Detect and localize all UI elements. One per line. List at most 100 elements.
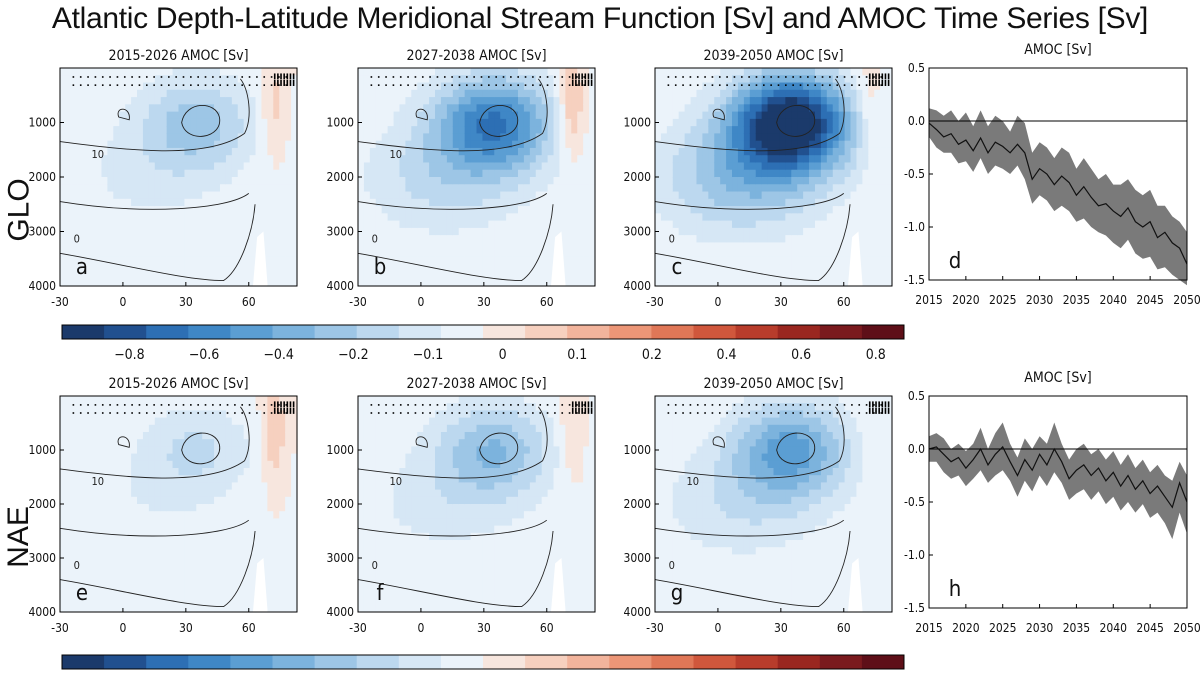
field-cell: [125, 446, 132, 455]
field-cell: [708, 213, 715, 222]
field-cell: [755, 89, 763, 98]
field-cell: [291, 220, 298, 229]
field-cell: [190, 590, 197, 599]
field-cell: [225, 184, 233, 193]
field-cell: [237, 504, 245, 512]
field-cell: [208, 540, 215, 548]
field-cell: [476, 169, 484, 178]
field-cell: [214, 140, 221, 149]
field-cell: [89, 460, 97, 469]
field-cell: [60, 432, 67, 440]
field-cell: [440, 177, 448, 185]
field-cell: [83, 460, 91, 469]
field-cell: [65, 242, 73, 251]
field-cell: [358, 169, 365, 178]
field-cell: [547, 133, 555, 142]
field-cell: [470, 169, 478, 178]
field-cell: [113, 504, 120, 512]
field-cell: [429, 147, 436, 156]
field-cell: [714, 118, 721, 127]
field-cell: [202, 82, 209, 91]
field-cell: [696, 264, 703, 273]
field-cell: [411, 169, 418, 178]
field-cell: [880, 126, 887, 134]
field-cell: [160, 140, 168, 149]
field-cell: [826, 89, 834, 98]
field-cell: [387, 227, 395, 236]
field-cell: [529, 177, 537, 185]
field-cell: [565, 227, 572, 236]
field-cell: [369, 198, 377, 207]
field-cell: [83, 198, 91, 207]
field-cell: [261, 403, 268, 411]
field-cell: [749, 191, 757, 200]
field-cell: [720, 155, 727, 164]
field-cell: [874, 256, 881, 265]
field-cell: [886, 264, 893, 273]
field-cell: [761, 227, 769, 236]
field-cell: [375, 133, 383, 142]
field-cell: [678, 133, 686, 142]
field-cell: [160, 410, 168, 419]
field-cell: [71, 162, 79, 171]
field-cell: [743, 256, 751, 265]
field-cell: [529, 169, 537, 178]
field-cell: [208, 453, 215, 462]
field-cell: [190, 597, 197, 606]
field-cell: [874, 213, 881, 222]
field-cell: [119, 540, 126, 548]
field-cell: [363, 242, 371, 251]
field-cell: [708, 75, 715, 84]
field-cell: [178, 396, 186, 404]
field-cell: [178, 97, 186, 105]
field-cell: [797, 68, 804, 76]
field-cell: [172, 75, 180, 84]
field-cell: [261, 227, 268, 236]
field-cell: [577, 89, 584, 98]
field-cell: [95, 133, 103, 142]
field-cell: [166, 554, 174, 563]
field-cell: [797, 111, 804, 120]
field-cell: [446, 97, 454, 105]
field-cell: [720, 169, 727, 178]
field-cell: [476, 198, 484, 207]
field-cell: [190, 126, 197, 134]
field-cell: [720, 89, 727, 98]
field-cell: [178, 162, 186, 171]
field-cell: [95, 198, 103, 207]
field-cell: [452, 147, 460, 156]
field-cell: [720, 278, 727, 287]
field-cell: [565, 89, 572, 98]
field-cell: [190, 271, 197, 280]
field-cell: [125, 89, 132, 98]
field-cell: [142, 242, 150, 251]
field-cell: [219, 191, 227, 200]
field-cell: [255, 213, 263, 222]
field-cell: [142, 489, 150, 498]
field-cell: [101, 227, 108, 236]
field-cell: [577, 227, 584, 236]
field-cell: [125, 432, 132, 440]
stipple-dot: [263, 84, 266, 86]
field-cell: [435, 278, 442, 287]
field-cell: [101, 417, 108, 426]
field-cell: [755, 191, 763, 200]
field-cell: [714, 213, 721, 222]
field-cell: [101, 525, 108, 534]
field-cell: [696, 118, 703, 127]
field-cell: [577, 242, 584, 251]
field-cell: [803, 104, 810, 113]
field-cell: [107, 169, 114, 178]
field-cell: [369, 249, 377, 258]
field-cell: [237, 206, 245, 214]
field-cell: [506, 169, 513, 178]
field-cell: [458, 111, 466, 120]
field-cell: [886, 242, 893, 251]
field-cell: [660, 162, 668, 171]
field-cell: [500, 184, 507, 193]
field-cell: [529, 206, 537, 214]
field-cell: [826, 118, 834, 127]
field-cell: [249, 417, 257, 426]
field-cell: [696, 162, 703, 171]
field-cell: [119, 482, 126, 491]
